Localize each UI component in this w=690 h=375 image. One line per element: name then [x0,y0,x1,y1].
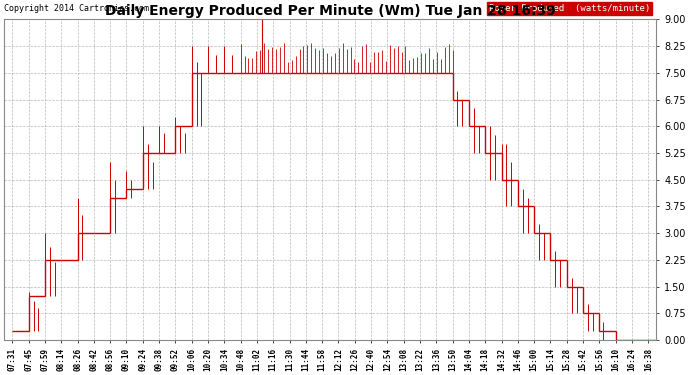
Text: Copyright 2014 Cartronics.com: Copyright 2014 Cartronics.com [4,4,149,13]
Text: Power Produced  (watts/minute): Power Produced (watts/minute) [489,4,650,13]
Title: Daily Energy Produced Per Minute (Wm) Tue Jan 28 16:39: Daily Energy Produced Per Minute (Wm) Tu… [105,4,555,18]
